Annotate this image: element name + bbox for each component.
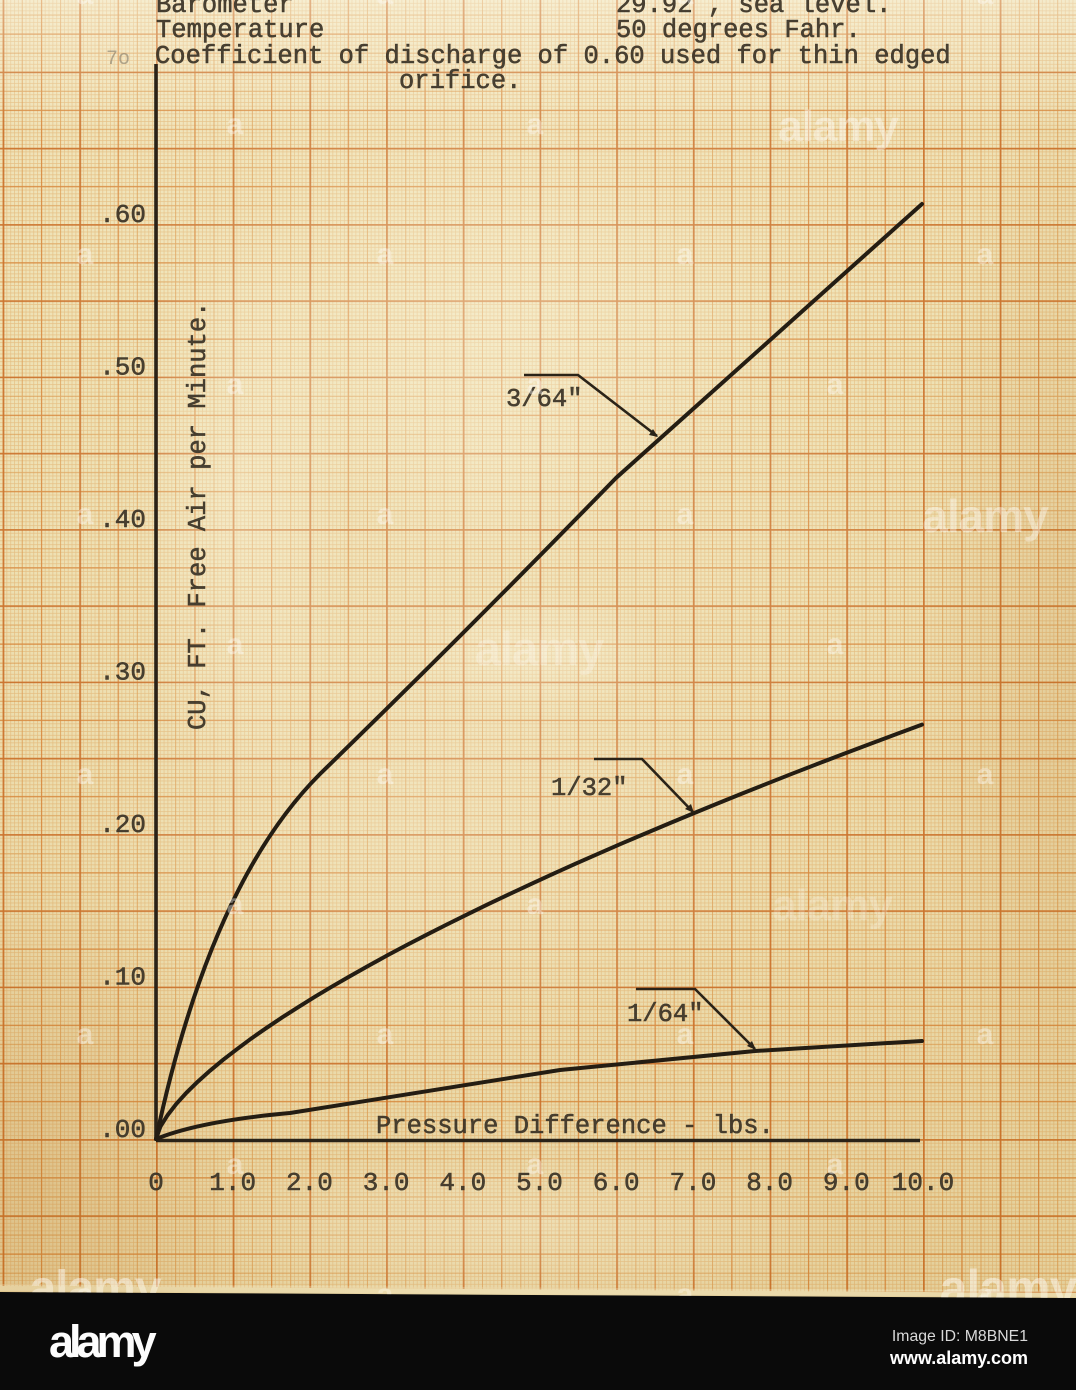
svg-text:a: a (677, 1018, 694, 1051)
svg-text:a: a (227, 628, 244, 661)
svg-text:Barometer: Barometer (156, 0, 294, 20)
svg-text:4.0: 4.0 (439, 1168, 486, 1198)
svg-text:a: a (977, 0, 994, 11)
svg-text:2.0: 2.0 (286, 1168, 333, 1198)
svg-text:7o: 7o (106, 48, 130, 71)
svg-text:a: a (377, 1278, 394, 1311)
svg-text:a: a (527, 888, 544, 921)
svg-text:a: a (77, 758, 94, 791)
svg-text:a: a (527, 108, 544, 141)
svg-text:a: a (377, 0, 394, 11)
svg-text:a: a (227, 888, 244, 921)
svg-text:a: a (977, 238, 994, 271)
svg-text:.30: .30 (99, 658, 146, 688)
svg-text:alamy: alamy (940, 1260, 1076, 1316)
svg-text:1.0: 1.0 (209, 1168, 256, 1198)
svg-text:a: a (977, 1018, 994, 1051)
svg-text:Coefficient of discharge of 0.: Coefficient of discharge of 0.60 used fo… (155, 42, 951, 71)
svg-text:29.92 , sea level.: 29.92 , sea level. (616, 0, 891, 20)
svg-text:a: a (377, 498, 394, 531)
svg-text:a: a (827, 1148, 844, 1181)
svg-text:10.0: 10.0 (892, 1168, 954, 1198)
svg-text:9.0: 9.0 (823, 1168, 870, 1198)
svg-text:Pressure Difference - lbs.: Pressure Difference - lbs. (376, 1112, 774, 1141)
svg-text:www.alamy.com: www.alamy.com (889, 1348, 1028, 1368)
svg-text:a: a (977, 758, 994, 791)
svg-text:a: a (977, 1278, 994, 1311)
svg-text:alamy: alamy (772, 881, 893, 930)
svg-text:a: a (677, 758, 694, 791)
svg-text:5.0: 5.0 (516, 1168, 563, 1198)
svg-text:a: a (827, 628, 844, 661)
svg-text:a: a (527, 1148, 544, 1181)
svg-text:Image ID: M8BNE1: Image ID: M8BNE1 (892, 1328, 1028, 1345)
svg-text:1/32": 1/32" (551, 774, 628, 803)
svg-text:.40: .40 (99, 505, 146, 535)
svg-text:a: a (227, 1148, 244, 1181)
svg-text:50 degrees Fahr.: 50 degrees Fahr. (616, 16, 861, 45)
svg-text:.00: .00 (99, 1115, 146, 1145)
svg-text:a: a (77, 0, 94, 11)
svg-text:Temperature: Temperature (156, 16, 324, 45)
svg-text:8.0: 8.0 (746, 1168, 793, 1198)
svg-text:a: a (77, 498, 94, 531)
svg-text:a: a (527, 368, 544, 401)
svg-text:alamy: alamy (922, 490, 1049, 542)
svg-text:a: a (227, 368, 244, 401)
svg-text:a: a (227, 108, 244, 141)
svg-text:.60: .60 (99, 200, 146, 230)
svg-text:3/64": 3/64" (506, 385, 583, 414)
svg-text:alamy: alamy (29, 1262, 161, 1315)
svg-text:a: a (677, 1278, 694, 1311)
svg-text:a: a (677, 0, 694, 11)
svg-text:alamy: alamy (778, 102, 899, 151)
svg-text:0: 0 (148, 1168, 164, 1198)
svg-text:a: a (677, 238, 694, 271)
svg-text:alamy: alamy (49, 1316, 157, 1367)
svg-text:alamy: alamy (475, 622, 604, 675)
svg-text:1/64": 1/64" (627, 1000, 704, 1029)
svg-text:.20: .20 (99, 810, 146, 840)
svg-text:a: a (377, 758, 394, 791)
svg-text:.10: .10 (99, 963, 146, 993)
svg-text:a: a (677, 498, 694, 531)
svg-text:.50: .50 (99, 353, 146, 383)
svg-text:a: a (377, 238, 394, 271)
svg-text:orifice.: orifice. (399, 67, 521, 96)
svg-text:a: a (77, 1018, 94, 1051)
svg-text:a: a (827, 368, 844, 401)
svg-text:3.0: 3.0 (363, 1168, 410, 1198)
svg-text:a: a (377, 1018, 394, 1051)
svg-text:a: a (77, 238, 94, 271)
svg-text:7.0: 7.0 (669, 1168, 716, 1198)
svg-text:CU, FT. Free Air per Minute.: CU, FT. Free Air per Minute. (184, 302, 213, 730)
svg-text:6.0: 6.0 (593, 1168, 640, 1198)
